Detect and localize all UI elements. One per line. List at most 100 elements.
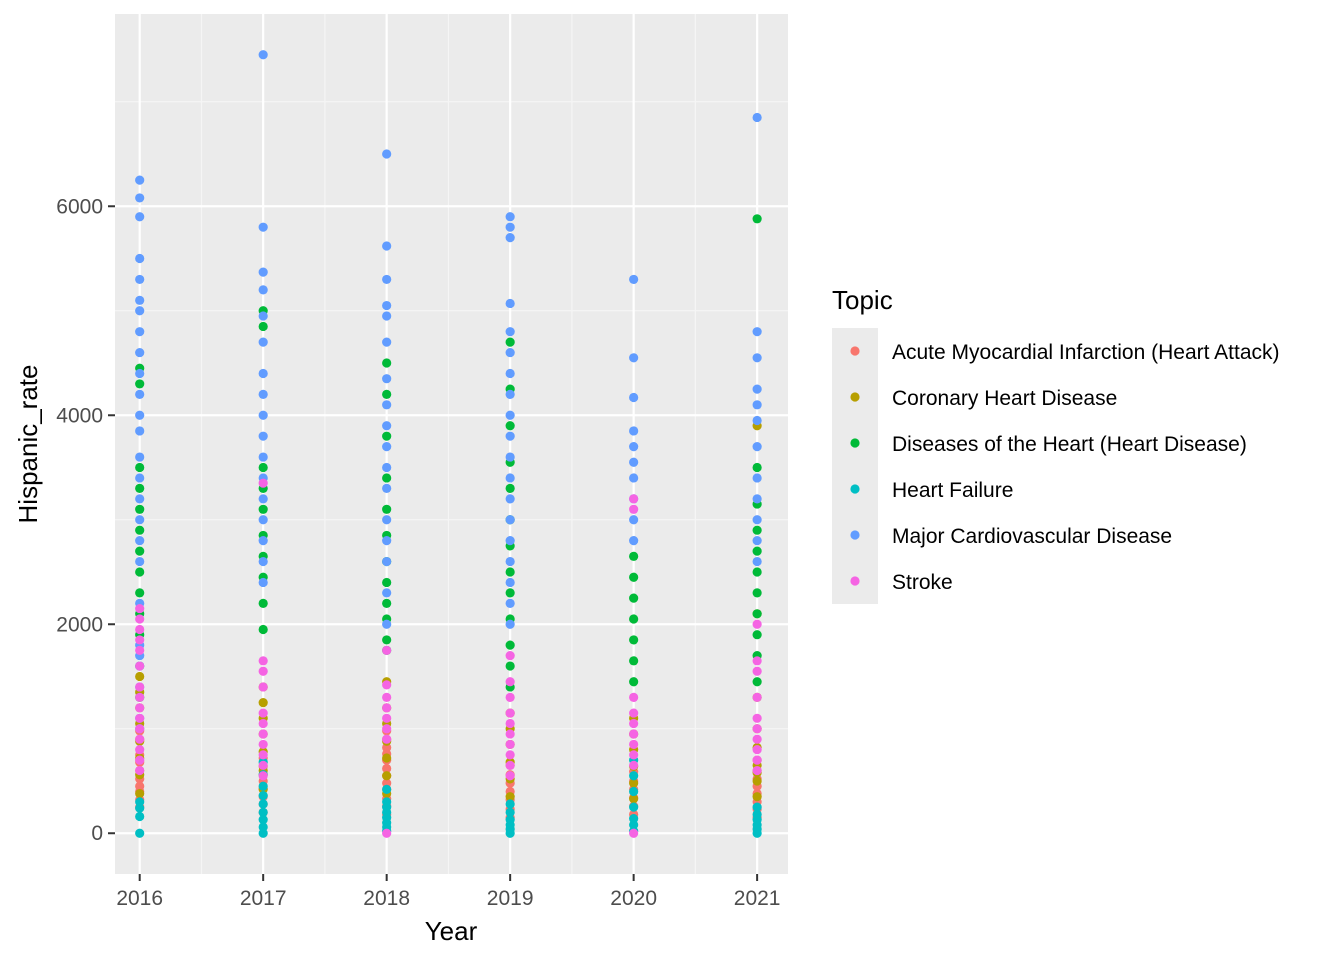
data-point [752,630,762,640]
data-point [505,807,515,817]
data-point [629,771,639,781]
data-point [382,645,392,655]
data-point [505,729,515,739]
data-point [382,692,392,703]
data-point [752,384,762,394]
data-point [629,794,639,804]
data-point [752,809,762,820]
data-point [382,442,392,452]
data-point [258,791,268,801]
data-point [135,462,145,473]
data-point [135,682,145,692]
data-point [258,311,268,321]
data-point [505,410,515,420]
x-tick-label: 2019 [487,887,534,910]
data-point [752,802,762,812]
data-point [752,734,762,744]
data-point [135,494,145,504]
data-point [258,698,268,708]
data-point [505,760,515,770]
data-point [629,494,639,504]
data-point [258,410,268,420]
data-point [382,828,392,838]
data-point [382,598,392,608]
data-point [258,822,268,832]
data-point [505,452,515,462]
data-point [258,577,268,588]
data-point [629,442,639,452]
data-point [382,311,392,321]
data-point [752,765,762,776]
data-point [258,50,268,60]
data-point [505,661,515,671]
data-point [135,603,145,614]
data-point [135,755,145,765]
data-point [135,635,145,645]
data-point [382,473,392,483]
data-point [382,588,392,598]
data-point [752,525,762,535]
data-point [382,635,392,645]
x-tick-label: 2021 [734,887,781,910]
data-point [135,504,145,514]
data-point [752,462,762,473]
data-point [382,374,392,384]
data-point [382,703,392,713]
data-point [382,763,392,774]
y-axis-title: Hispanic_rate [13,365,43,524]
data-point [629,750,639,760]
data-point [258,478,268,488]
data-point [629,515,639,525]
data-point [629,572,639,582]
data-point [752,556,762,567]
data-point [135,671,145,682]
data-point [382,483,392,494]
data-point [505,389,515,399]
data-point [505,651,515,661]
data-point [382,556,392,567]
data-point [135,588,145,598]
data-point [382,149,392,159]
data-point [752,415,762,426]
data-point [135,661,145,671]
data-point [258,285,268,295]
data-point [752,776,762,786]
data-point [258,656,268,666]
data-point [752,609,762,619]
data-point [135,347,145,358]
data-point [505,640,515,650]
data-point [135,389,145,399]
data-point [629,718,639,729]
data-point [258,807,268,817]
data-point [505,327,515,337]
data-point [752,692,762,703]
data-point [135,556,145,567]
data-point [505,792,515,802]
data-point [629,274,639,285]
x-tick-label: 2017 [240,887,287,910]
data-point [258,389,268,399]
data-point [629,457,639,467]
data-point [258,729,268,739]
y-axis: 0 2000 4000 6000 [56,195,115,845]
plot-panel [115,14,788,874]
data-point [135,828,145,838]
legend-title: Topic [832,285,893,315]
data-point [258,368,268,379]
data-point [505,212,515,222]
data-point [752,745,762,755]
data-point [258,750,268,760]
legend-key [850,530,860,540]
data-point [629,729,639,739]
data-point [629,708,639,718]
data-point [135,426,145,436]
data-point [135,483,145,494]
data-point [629,814,639,824]
data-point [258,337,268,347]
data-point [752,677,762,687]
legend-label: Coronary Heart Disease [892,387,1117,410]
data-point [505,718,515,729]
data-point [629,536,639,546]
legend-key [850,392,860,402]
